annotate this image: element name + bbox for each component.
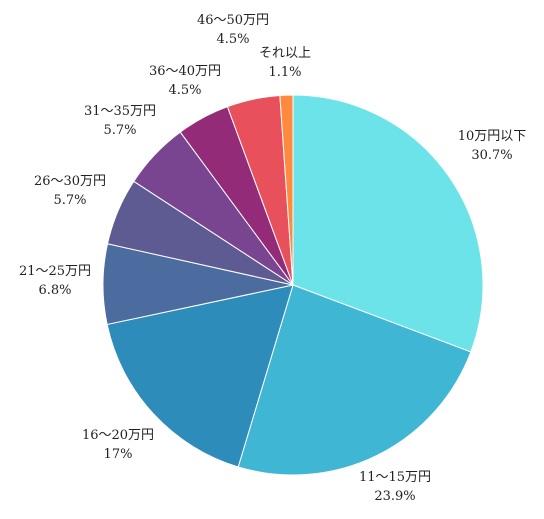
slice-value-2: 23.9% <box>374 489 415 504</box>
slice-label-4: 21〜25万円 <box>19 264 91 279</box>
pie-slice-9 <box>279 94 294 286</box>
slice-value-4: 6.8% <box>38 283 71 298</box>
slice-label-8: 46〜50万円 <box>197 13 269 28</box>
slice-value-6: 5.7% <box>103 123 136 138</box>
pie-slice-1 <box>292 94 484 353</box>
slice-value-8: 4.5% <box>216 32 249 47</box>
pie-slices <box>102 94 484 476</box>
pie-slice-3 <box>106 284 294 468</box>
slice-value-5: 5.7% <box>53 193 86 208</box>
slice-label-7: 36〜40万円 <box>149 64 221 79</box>
slice-label-6: 31〜35万円 <box>84 104 156 119</box>
slice-label-5: 26〜30万円 <box>34 174 106 189</box>
slice-label-2: 11〜15万円 <box>359 470 431 485</box>
slice-label-1: 10万円以下 <box>458 129 527 144</box>
slice-value-3: 17% <box>104 447 133 462</box>
slice-label-9: それ以上 <box>259 46 311 61</box>
slice-value-9: 1.1% <box>268 65 301 80</box>
pie-slice-2 <box>237 284 472 476</box>
pie-labels: 10万円以下 30.7% 11〜15万円 23.9% 16〜20万円 17% 21〜25万円… <box>19 13 526 504</box>
slice-value-7: 4.5% <box>168 83 201 98</box>
slice-value-1: 30.7% <box>471 148 512 163</box>
slice-label-3: 16〜20万円 <box>82 428 154 443</box>
